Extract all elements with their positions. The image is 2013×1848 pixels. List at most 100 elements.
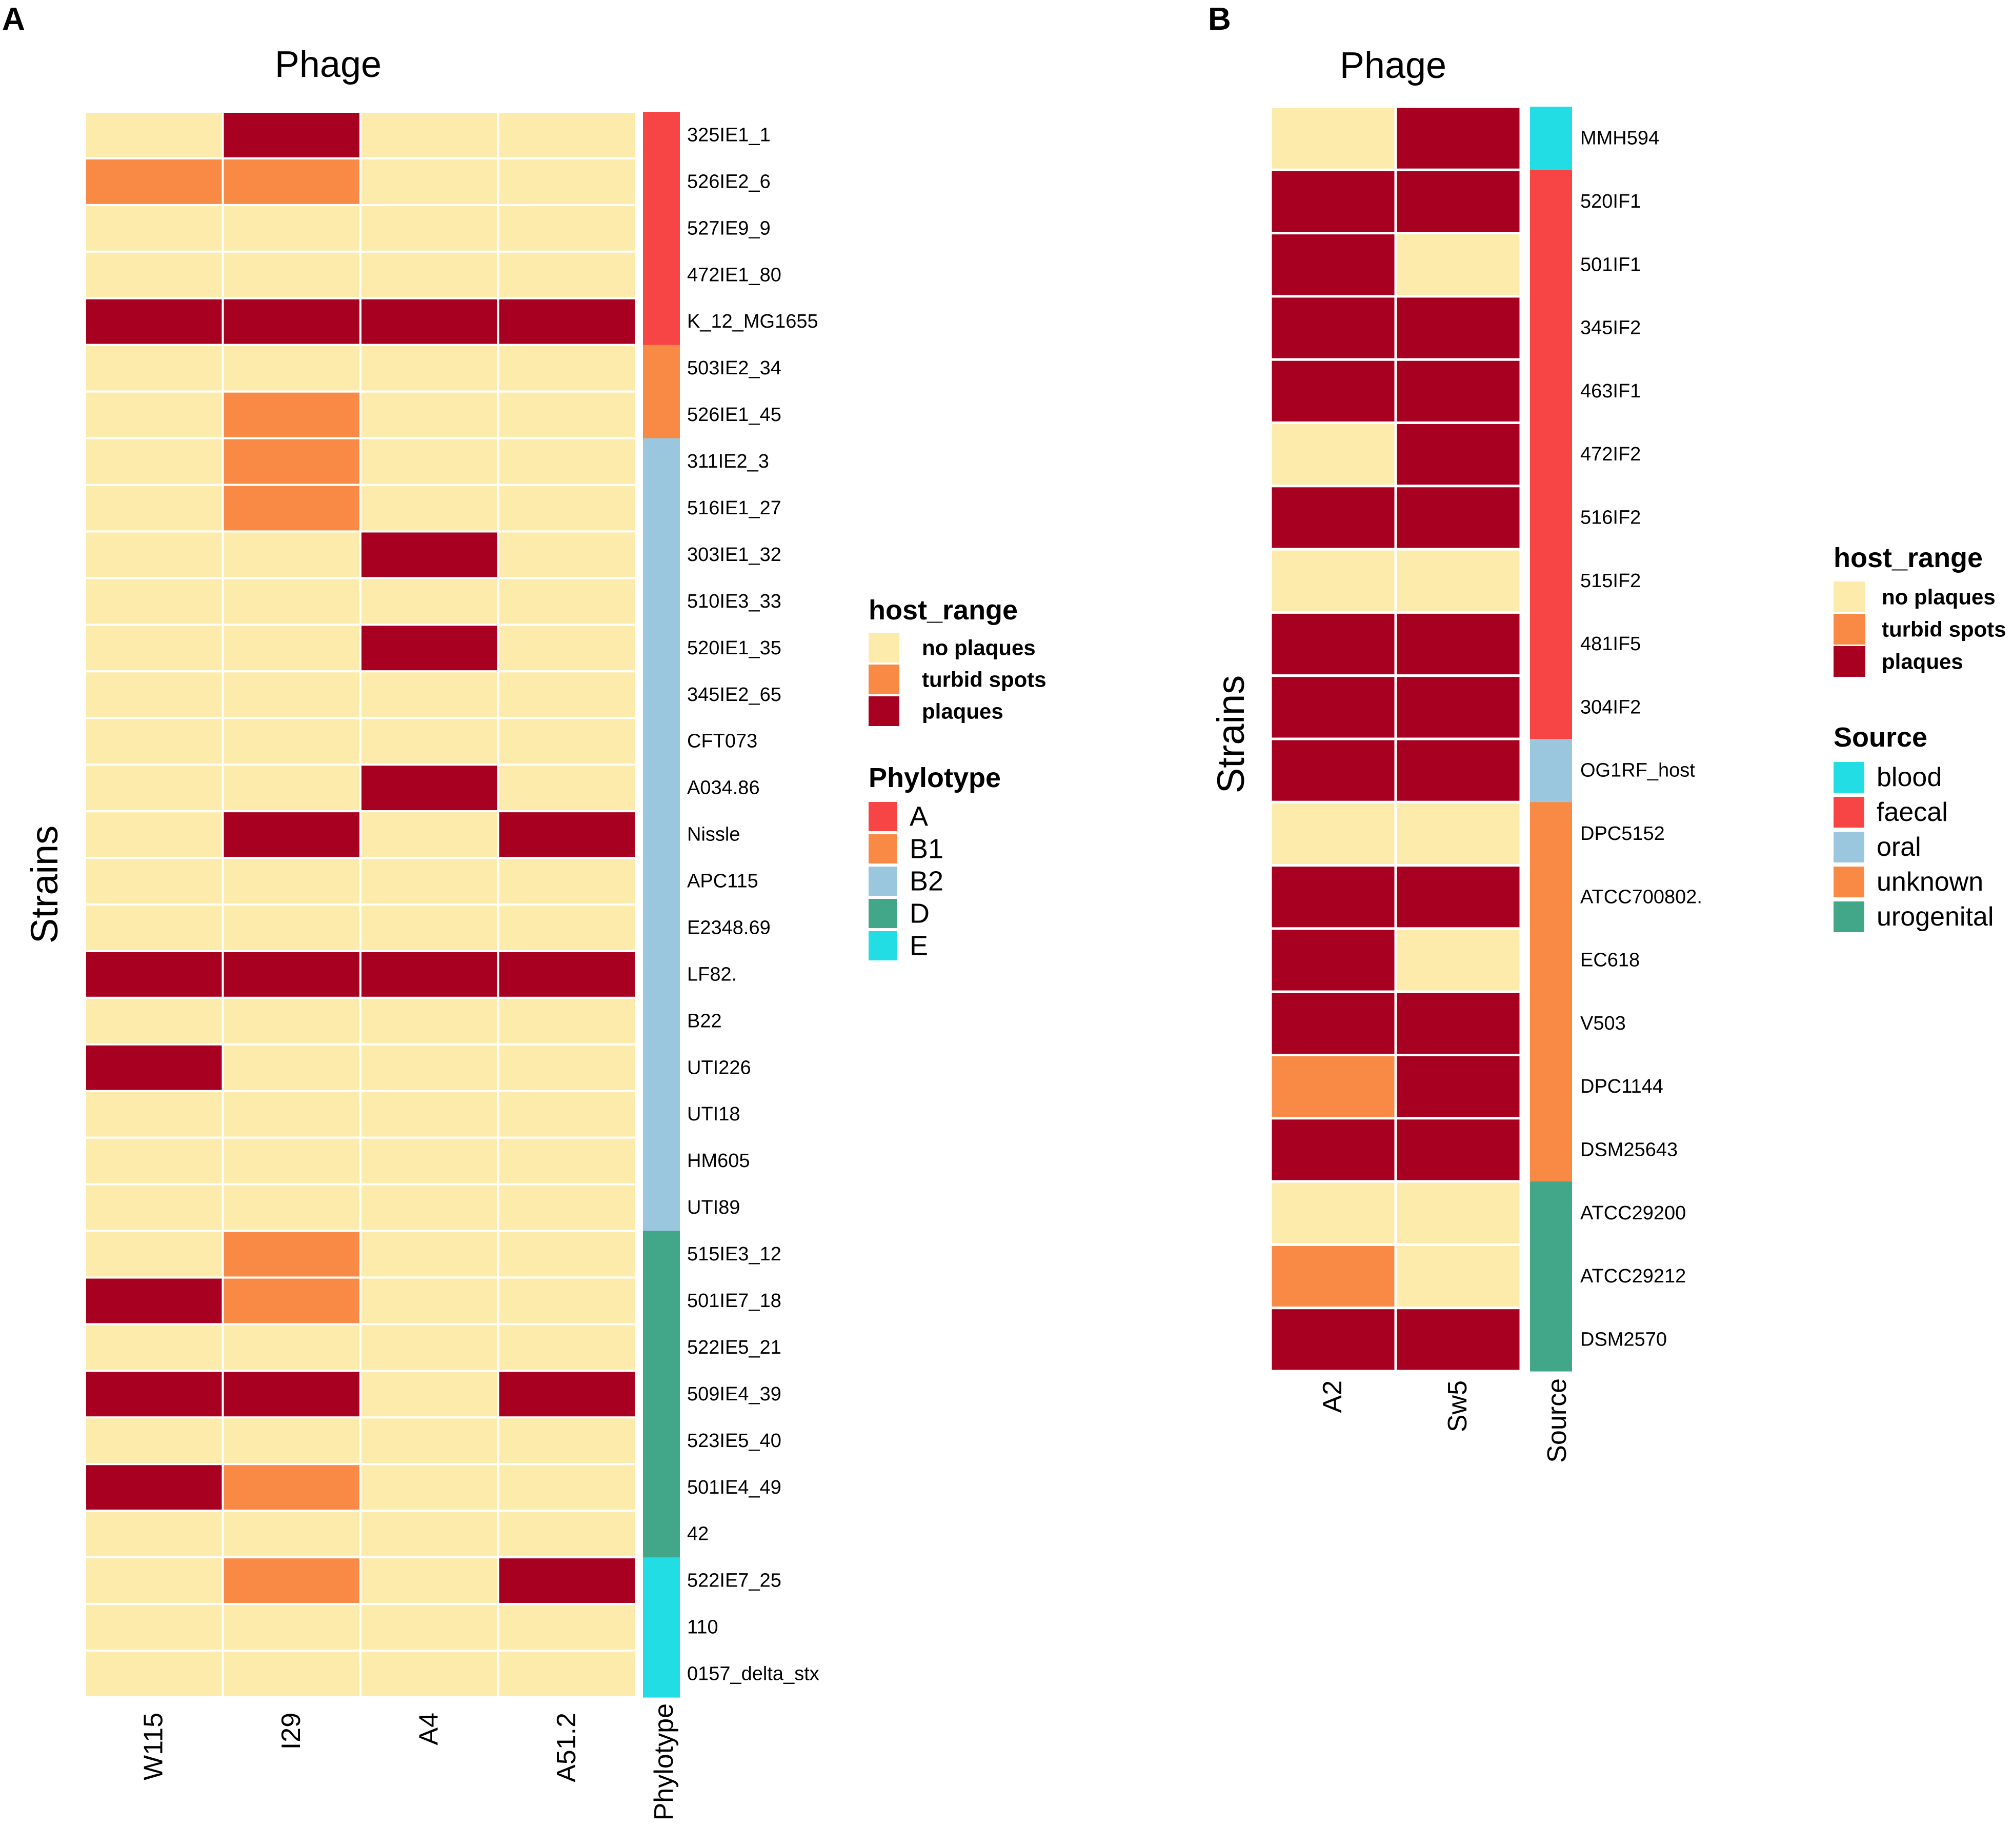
a-cell-lf82-a51-2 — [497, 950, 637, 999]
a-cell-uti89-i29 — [222, 1183, 361, 1232]
a-cell-42-i29 — [222, 1510, 361, 1559]
a-cell-uti89-a51-2 — [497, 1183, 637, 1232]
a-cell-e2348-69-a4 — [359, 903, 499, 952]
a-legend-label-e: E — [910, 931, 928, 961]
b-annotation-atcc29200 — [1530, 1181, 1572, 1245]
a-row-label-510ie3-33: 510IE3_33 — [687, 591, 781, 612]
a-cell-522ie7-25-a4 — [359, 1556, 499, 1605]
b-legend-swatch-blood — [1834, 762, 1864, 793]
a-cell-a034-86-i29 — [222, 764, 361, 813]
b-cell-345if2-sw5 — [1394, 295, 1522, 361]
a-cell-526ie1-45-i29 — [222, 390, 361, 439]
b-annotation-v503 — [1530, 992, 1572, 1056]
b-cell-ec618-a2 — [1269, 927, 1397, 993]
b-annotation-dsm2570 — [1530, 1308, 1572, 1372]
a-cell-b22-a51-2 — [497, 996, 637, 1046]
a-annotation-526ie2-6 — [643, 158, 680, 206]
a-cell-0157-delta-stx-w115 — [84, 1650, 224, 1699]
b-cell-v503-sw5 — [1394, 990, 1522, 1056]
a-cell-uti18-a51-2 — [497, 1090, 637, 1139]
a-cell-k-12-mg1655-w115 — [84, 297, 224, 346]
a-cell-325ie1-1-i29 — [222, 111, 361, 159]
a-row-label-e2348-69: E2348.69 — [687, 917, 771, 938]
panel-a-row-labels: 325IE1_1 526IE2_6 527IE9_9 472IE1_80 K_12_MG… — [687, 124, 819, 1684]
a-cell-k-12-mg1655-a4 — [359, 297, 499, 346]
b-row-label-501if1: 501IF1 — [1580, 254, 1641, 275]
b-row-label-dpc1144: DPC1144 — [1580, 1076, 1663, 1097]
a-cell-110-a51-2 — [497, 1603, 637, 1652]
a-cell-uti18-a4 — [359, 1090, 499, 1139]
a-cell-510ie3-33-a51-2 — [497, 577, 637, 626]
a-cell-501ie4-49-a4 — [359, 1463, 499, 1512]
b-row-label-atcc29200: ATCC29200 — [1580, 1202, 1686, 1224]
a-cell-510ie3-33-w115 — [84, 577, 224, 626]
a-cell-cft073-a51-2 — [497, 717, 637, 766]
b-annotation-516if2 — [1530, 486, 1572, 550]
a-cell-hm605-w115 — [84, 1136, 224, 1186]
b-legend-label-no-plaques: no plaques — [1882, 585, 1996, 609]
a-cell-311ie2-3-a4 — [359, 437, 499, 486]
b-row-label-345if2: 345IF2 — [1580, 317, 1641, 339]
a-cell-a034-86-a4 — [359, 764, 499, 813]
b-annotation-dpc1144 — [1530, 1055, 1572, 1119]
a-cell-509ie4-39-w115 — [84, 1370, 224, 1419]
b-legend-swatch-unknown — [1834, 867, 1864, 897]
a-column-label-i29: I29 — [276, 1713, 306, 1750]
a-cell-515ie3-12-i29 — [222, 1230, 361, 1279]
a-cell-510ie3-33-i29 — [222, 577, 361, 626]
b-annotation-463if1 — [1530, 359, 1572, 424]
a-cell-hm605-i29 — [222, 1136, 361, 1186]
b-legend-label-plaques: plaques — [1882, 650, 1963, 674]
a-cell-apc115-a4 — [359, 857, 499, 906]
b-row-label-dsm2570: DSM2570 — [1580, 1329, 1667, 1350]
a-annotation-345ie2-65 — [643, 671, 680, 718]
a-cell-503ie2-34-a4 — [359, 344, 499, 393]
b-cell-520if1-a2 — [1269, 168, 1397, 235]
panel-b-title: Phage — [1340, 45, 1446, 86]
a-cell-uti226-a51-2 — [497, 1043, 637, 1092]
a-annotation-522ie5-21 — [643, 1324, 680, 1372]
a-cell-hm605-a4 — [359, 1136, 499, 1186]
a-row-label-516ie1-27: 516IE1_27 — [687, 497, 781, 519]
a-cell-472ie1-80-a51-2 — [497, 250, 637, 299]
a-legend-label-b1: B1 — [910, 834, 943, 865]
b-cell-atcc700802-a2 — [1269, 864, 1397, 930]
b-cell-520if1-sw5 — [1394, 168, 1522, 235]
a-cell-325ie1-1-a51-2 — [497, 111, 637, 159]
a-cell-311ie2-3-w115 — [84, 437, 224, 486]
a-annotation-522ie7-25 — [643, 1557, 680, 1604]
a-cell-0157-delta-stx-a51-2 — [497, 1650, 637, 1699]
b-row-label-481if5: 481IF5 — [1580, 633, 1641, 655]
b-annotation-atcc29212 — [1530, 1244, 1572, 1309]
b-row-label-atcc29212: ATCC29212 — [1580, 1266, 1686, 1287]
b-cell-dpc5152-sw5 — [1394, 800, 1522, 867]
panel-a-annotation-bar — [643, 112, 680, 1698]
a-cell-311ie2-3-a51-2 — [497, 437, 637, 486]
b-cell-516if2-a2 — [1269, 485, 1397, 551]
a-cell-516ie1-27-w115 — [84, 484, 224, 533]
a-row-label-b22: B22 — [687, 1010, 722, 1032]
a-annotation-hm605 — [643, 1137, 680, 1185]
a-cell-522ie7-25-a51-2 — [497, 1556, 637, 1605]
b-row-label-472if2: 472IF2 — [1580, 444, 1641, 465]
b-legend-group-title: Source — [1834, 722, 1927, 753]
a-row-label-515ie3-12: 515IE3_12 — [687, 1243, 781, 1265]
a-cell-526ie2-6-i29 — [222, 157, 361, 206]
a-cell-apc115-a51-2 — [497, 857, 637, 906]
b-cell-dpc5152-a2 — [1269, 800, 1397, 867]
a-cell-42-w115 — [84, 1510, 224, 1559]
a-row-label-501ie4-49: 501IE4_49 — [687, 1477, 781, 1498]
b-legend-host-range-title: host_range — [1834, 543, 1983, 573]
b-cell-dsm2570-sw5 — [1394, 1307, 1522, 1373]
a-row-label-cft073: CFT073 — [687, 731, 757, 752]
a-legend-swatch-b1 — [869, 834, 897, 863]
b-column-label-sw5: Sw5 — [1443, 1380, 1473, 1432]
a-annotation-509ie4-39 — [643, 1371, 680, 1418]
a-cell-472ie1-80-w115 — [84, 250, 224, 299]
a-cell-cft073-a4 — [359, 717, 499, 766]
a-cell-503ie2-34-a51-2 — [497, 344, 637, 393]
b-cell-472if2-a2 — [1269, 421, 1397, 488]
